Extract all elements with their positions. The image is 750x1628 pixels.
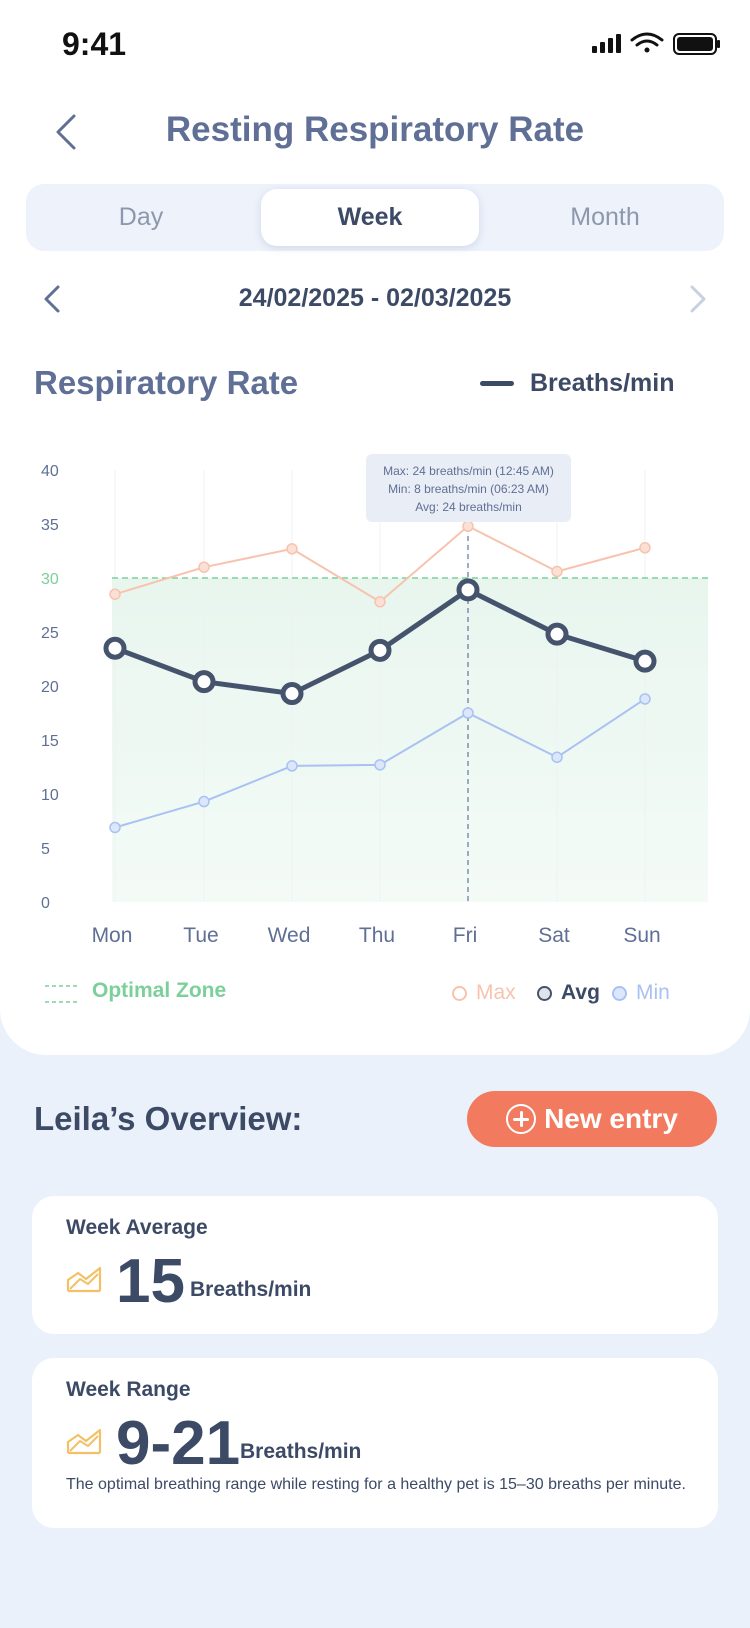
new-entry-label: New entry [544, 1103, 678, 1134]
point-max-fri [462, 520, 474, 532]
date-range-label: 24/02/2025 - 02/03/2025 [238, 284, 512, 312]
y-tick-label: 35 [41, 517, 59, 534]
y-tick-label: 20 [41, 679, 59, 696]
point-max-thu [374, 596, 386, 608]
y-tick-label: 0 [41, 895, 50, 912]
tab-week[interactable]: Week [261, 189, 479, 246]
respiratory-rate-chart[interactable]: 0 5 10 15 20 25 30 35 40 Mon Tue Wed Thu Fri Sat Sun [0, 440, 750, 960]
point-avg-mon [103, 636, 127, 660]
point-min-sat [551, 751, 563, 764]
tooltip-max: Max: 24 breaths/min (12:45 AM) [383, 464, 554, 478]
week-average-card: Week Average 15 Breaths/min [32, 1196, 718, 1334]
legend-max-label: Max [476, 981, 516, 1004]
optimal-zone-label: Optimal Zone [92, 979, 227, 1002]
tab-month[interactable]: Month [570, 203, 640, 231]
status-time: 9:41 [62, 26, 127, 62]
optimal-zone-area [112, 578, 708, 902]
y-tick-label: 30 [41, 571, 59, 588]
week-range-value: 9-21 [116, 1409, 241, 1478]
x-tick-label-sat: Sat [538, 924, 570, 947]
legend-avg-dot [537, 985, 552, 1001]
week-range-unit: Breaths/min [240, 1440, 362, 1463]
x-tick-label-thu: Thu [359, 924, 395, 947]
period-tabs: Day Week Month [26, 184, 724, 251]
date-navigator: 24/02/2025 - 02/03/2025 [0, 280, 750, 320]
status-icons [592, 30, 722, 63]
point-min-fri [462, 707, 474, 719]
point-max-wed [286, 543, 298, 555]
point-min-wed [286, 760, 298, 772]
main-panel: 9:41 Resting Respiratory R [0, 0, 750, 1055]
battery-icon [673, 33, 720, 55]
chart-title: Respiratory Rate [34, 364, 299, 401]
week-range-label: Week Range [66, 1378, 191, 1401]
chevron-right-icon [690, 285, 706, 313]
point-min-mon [109, 821, 121, 834]
next-week-button[interactable] [682, 282, 712, 316]
tooltip-avg: Avg: 24 breaths/min [415, 500, 522, 514]
legend-avg[interactable]: Avg [537, 981, 600, 1005]
point-min-tue [198, 795, 210, 808]
back-button[interactable] [50, 110, 90, 154]
page-title: Resting Respiratory Rate [165, 110, 585, 149]
point-avg-tue [192, 670, 216, 694]
chevron-left-icon [56, 114, 76, 150]
week-average-value: 15 [116, 1247, 185, 1316]
y-tick-label: 15 [41, 733, 59, 750]
x-tick-label-wed: Wed [268, 924, 311, 947]
tab-day[interactable]: Day [118, 203, 164, 231]
signal-icon [592, 34, 621, 53]
x-tick-label-tue: Tue [183, 924, 218, 947]
chart-legend: Optimal Zone Max Avg Min [0, 975, 750, 1011]
point-max-mon [109, 588, 121, 600]
previous-week-button[interactable] [38, 282, 68, 316]
point-min-sun [639, 693, 651, 705]
legend-min-label: Min [636, 981, 670, 1004]
trend-chart-icon [66, 1428, 102, 1455]
point-avg-thu [368, 638, 392, 662]
y-tick-label: 10 [41, 787, 59, 804]
unit-legend-label: Breaths/min [530, 368, 675, 397]
plus-circle-icon [506, 1104, 537, 1134]
tooltip-min: Min: 8 breaths/min (06:23 AM) [388, 482, 549, 496]
chevron-left-icon [44, 285, 60, 313]
point-min-thu [374, 759, 386, 771]
point-max-sat [551, 565, 563, 578]
legend-min[interactable]: Min [612, 981, 670, 1005]
point-max-sun [639, 542, 651, 554]
legend-min-dot [612, 985, 627, 1001]
x-tick-label-sun: Sun [623, 924, 660, 947]
point-avg-sun [633, 649, 657, 673]
legend-max[interactable]: Max [452, 981, 516, 1005]
y-tick-label: 25 [41, 625, 59, 642]
week-average-label: Week Average [66, 1216, 208, 1239]
line-legend-icon [480, 380, 514, 386]
point-avg-fri [456, 578, 480, 602]
y-tick-label: 40 [41, 463, 59, 480]
legend-avg-label: Avg [561, 981, 600, 1004]
week-average-unit: Breaths/min [190, 1278, 312, 1301]
week-range-note: The optimal breathing range while restin… [66, 1476, 686, 1493]
x-tick-label-fri: Fri [453, 924, 478, 947]
trend-chart-icon [66, 1266, 102, 1293]
unit-legend: Breaths/min [480, 366, 674, 400]
week-range-card: Week Range 9-21 Breaths/min The optimal … [32, 1358, 718, 1528]
point-max-tue [198, 561, 210, 573]
point-avg-wed [280, 682, 304, 706]
dashed-line-icon [45, 985, 79, 1003]
new-entry-button[interactable]: New entry [467, 1091, 717, 1147]
wifi-icon [630, 32, 664, 53]
y-tick-label: 5 [41, 841, 50, 858]
chart-tooltip: Max: 24 breaths/min (12:45 AM) Min: 8 br… [366, 454, 571, 522]
legend-max-dot [452, 985, 467, 1001]
overview-title: Leila’s Overview: [34, 1100, 303, 1137]
x-tick-label-mon: Mon [92, 924, 133, 947]
point-avg-sat [545, 622, 569, 646]
